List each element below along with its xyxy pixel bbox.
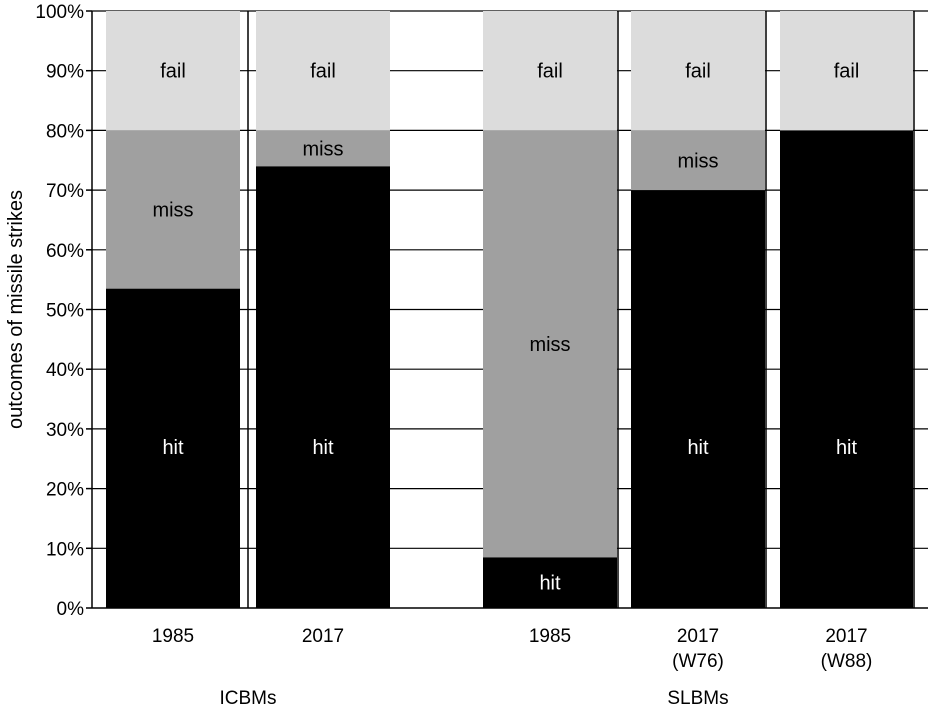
y-tick-label: 80% — [46, 121, 84, 142]
x-tick-label: 2017 — [825, 626, 867, 647]
x-tick-label: 1985 — [152, 626, 194, 647]
bar-segment-hit-3 — [631, 190, 765, 608]
y-tick-label: 90% — [46, 62, 84, 83]
segment-label-hit: hit — [836, 437, 858, 459]
y-tick-label: 60% — [46, 241, 84, 262]
y-tick-label: 100% — [35, 2, 84, 23]
segment-label-fail: fail — [834, 61, 860, 83]
y-tick-label: 40% — [46, 360, 84, 381]
bar-segment-fail-3 — [631, 11, 765, 131]
bar-segment-fail-2 — [483, 11, 617, 131]
segment-label-miss: miss — [302, 138, 343, 160]
bar-segment-miss-0 — [106, 130, 240, 289]
y-tick-label: 10% — [46, 539, 84, 560]
bar-segment-miss-3 — [631, 130, 765, 191]
segment-label-miss: miss — [152, 200, 193, 222]
segment-label-hit: hit — [312, 437, 334, 459]
bar-segment-hit-2 — [483, 557, 617, 608]
segment-label-miss: miss — [529, 334, 570, 356]
group-label: SLBMs — [667, 688, 728, 709]
y-tick-label: 0% — [57, 599, 85, 620]
segment-label-miss: miss — [677, 150, 718, 172]
x-tick-label: 2017 — [302, 626, 344, 647]
y-tick-label: 30% — [46, 420, 84, 441]
y-tick-label: 20% — [46, 480, 84, 501]
x-tick-label: (W76) — [672, 651, 724, 672]
bar-segment-hit-1 — [256, 166, 390, 608]
segment-label-hit: hit — [539, 573, 561, 595]
x-tick-label: 2017 — [677, 626, 719, 647]
bar-segment-miss-2 — [483, 130, 617, 558]
y-tick-label: 50% — [46, 301, 84, 322]
y-tick-label: 70% — [46, 181, 84, 202]
segment-label-hit: hit — [162, 437, 184, 459]
bar-segment-fail-0 — [106, 11, 240, 131]
y-axis-label: outcomes of missile strikes — [5, 190, 27, 429]
segment-label-hit: hit — [687, 437, 709, 459]
segment-label-fail: fail — [160, 61, 186, 83]
x-tick-label: 1985 — [529, 626, 571, 647]
bar-segment-miss-1 — [256, 130, 390, 167]
x-tick-label: (W88) — [821, 651, 873, 672]
bar-segment-fail-1 — [256, 11, 390, 131]
bar-segment-hit-4 — [780, 130, 913, 608]
segment-label-fail: fail — [685, 61, 711, 83]
bar-segment-hit-0 — [106, 288, 240, 608]
bar-segment-fail-4 — [780, 11, 913, 131]
group-label: ICBMs — [220, 688, 277, 709]
segment-label-fail: fail — [537, 61, 563, 83]
segment-label-fail: fail — [310, 61, 336, 83]
